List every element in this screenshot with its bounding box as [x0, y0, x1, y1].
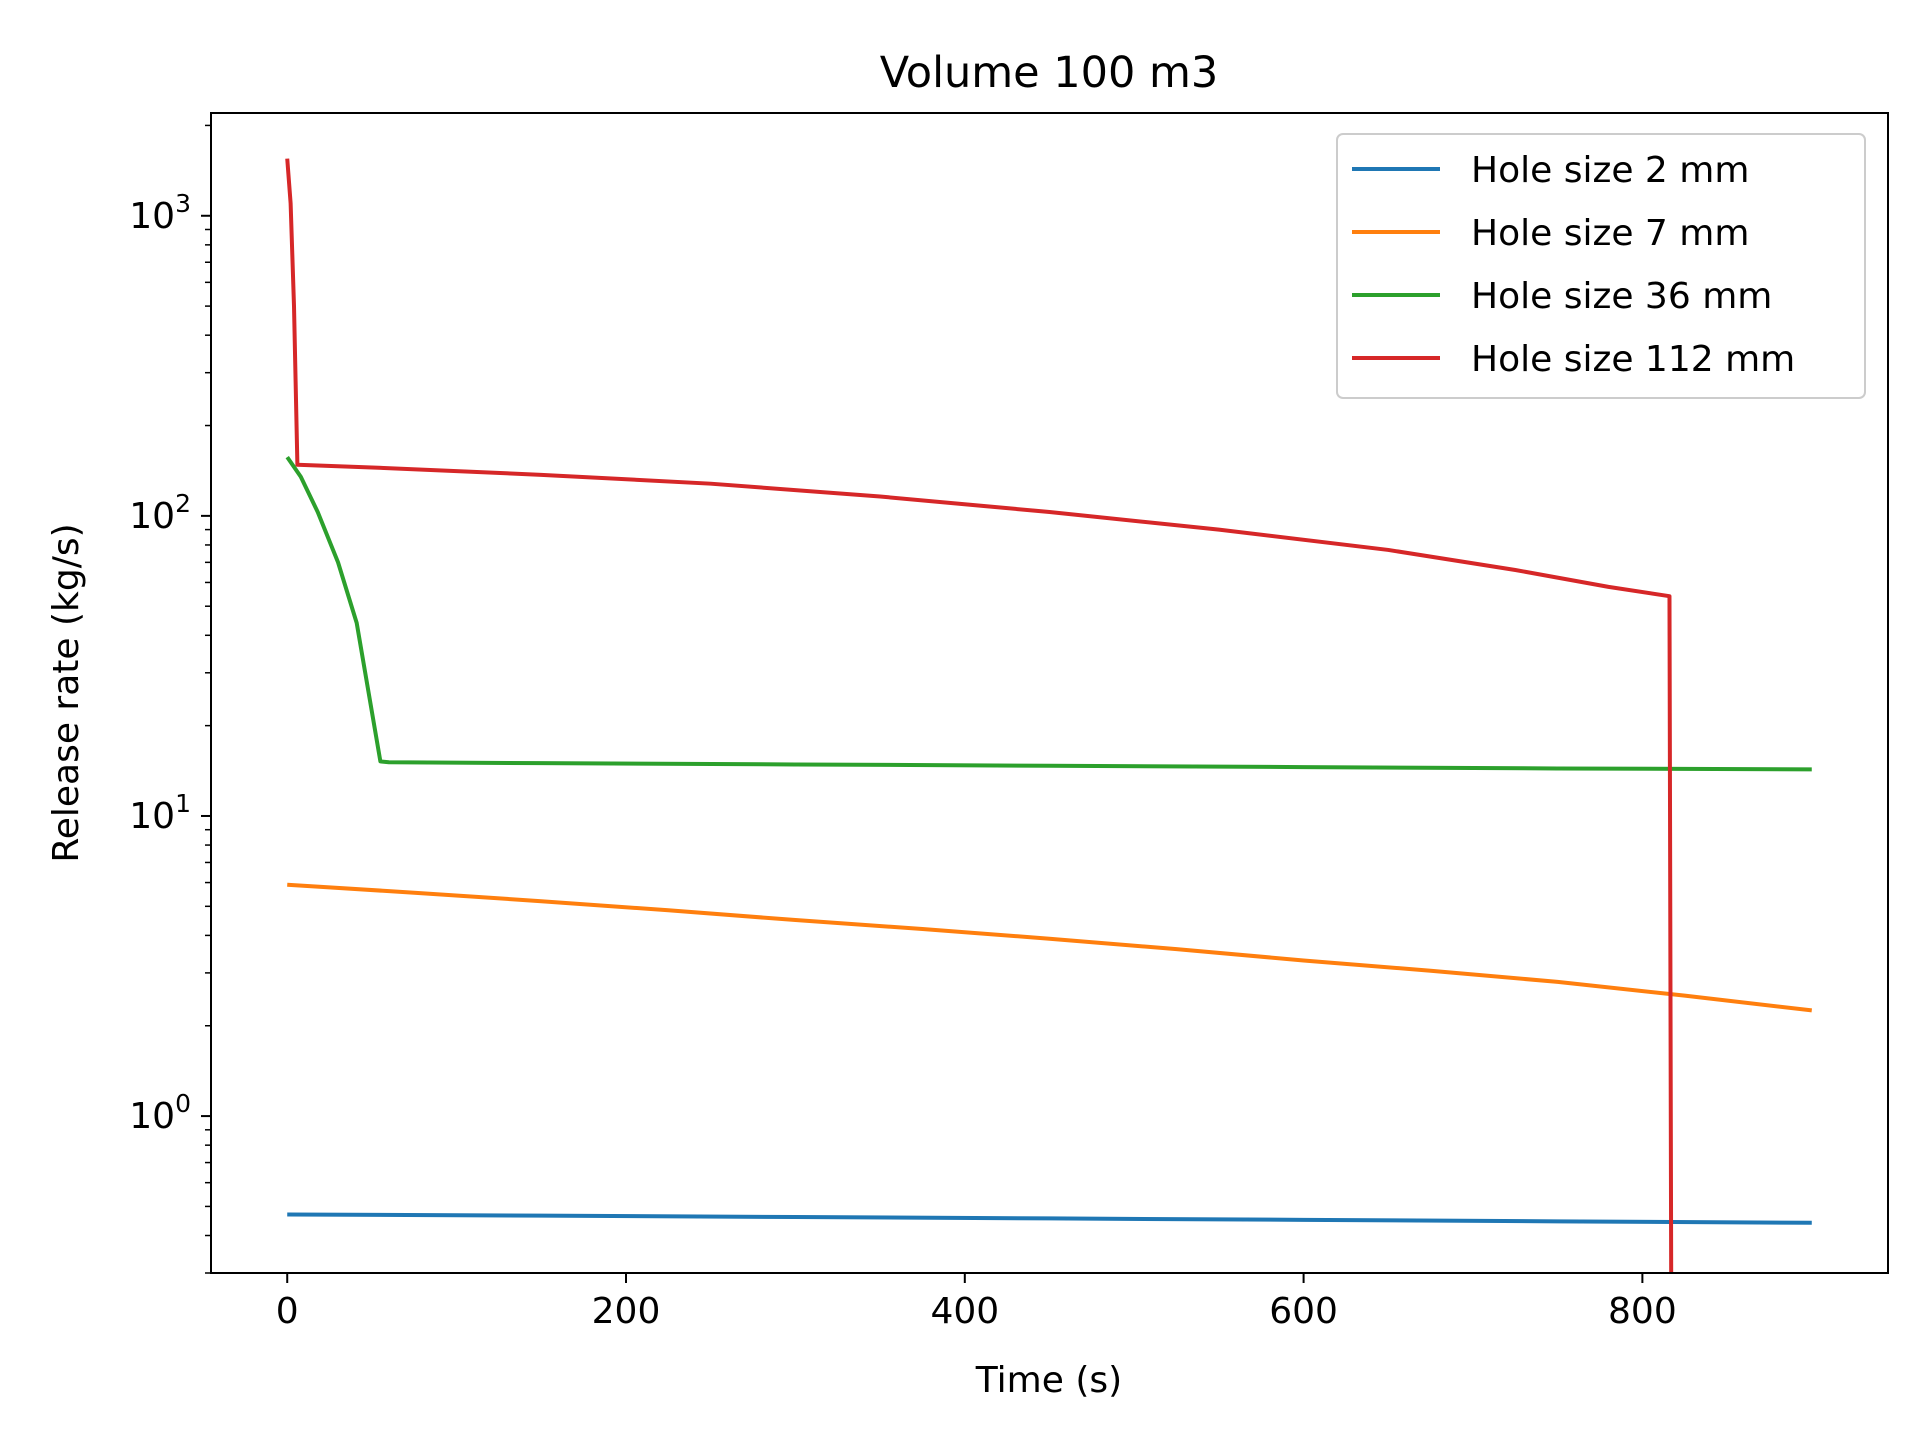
series-line-4 [285, 158, 1674, 1274]
legend-label-2: Hole size 7 mm [1471, 213, 1749, 254]
series-layer [285, 158, 1813, 1274]
series-line-3 [285, 455, 1812, 772]
series-line-2 [287, 882, 1813, 1013]
x-tick-label-400: 400 [930, 1291, 999, 1332]
chart-title: Volume 100 m3 [880, 48, 1219, 98]
x-tick-label-200: 200 [592, 1291, 661, 1332]
legend-frame [1336, 133, 1866, 399]
y-tick-label-1: 100 [129, 1089, 191, 1137]
legend-label-1: Hole size 2 mm [1471, 150, 1749, 191]
y-tick-label-100: 102 [129, 489, 191, 537]
plot-area-frame [210, 112, 1889, 1274]
x-axis-label: Time (s) [975, 1360, 1122, 1401]
x-tick-label-0: 0 [276, 1291, 299, 1332]
axes-layer: 0 200 400 600 800 100 101 102 103 [129, 124, 1677, 1332]
legend-label-3: Hole size 36 mm [1471, 276, 1772, 317]
legend-label-4: Hole size 112 mm [1471, 339, 1795, 380]
y-axis-label: Release rate (kg/s) [46, 523, 87, 862]
y-tick-label-1000: 103 [129, 189, 191, 237]
x-tick-label-800: 800 [1608, 1291, 1677, 1332]
y-tick-label-10: 101 [129, 789, 191, 837]
series-line-1 [287, 1212, 1812, 1225]
legend: Hole size 2 mm Hole size 7 mm Hole size 36… [1336, 133, 1866, 399]
x-tick-label-600: 600 [1269, 1291, 1338, 1332]
